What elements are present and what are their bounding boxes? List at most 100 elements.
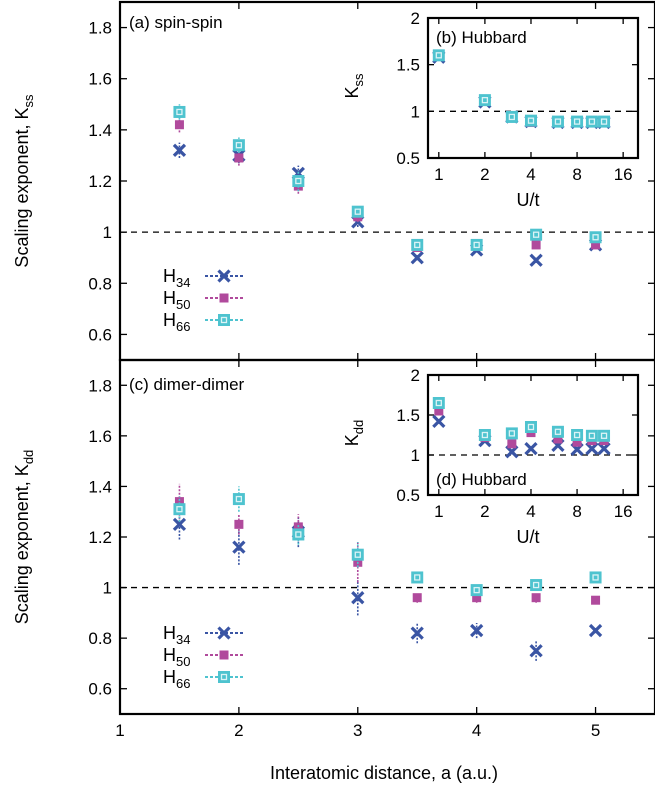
data-point-h34 — [529, 253, 543, 267]
y-tick-label: 1 — [103, 579, 112, 598]
y-axis-label: Scaling exponent, Kss — [12, 94, 36, 268]
data-point-h34 — [529, 644, 543, 658]
x-tick-label: 16 — [614, 502, 633, 521]
x-tick-label: 1 — [115, 721, 124, 740]
data-point-h34 — [172, 517, 187, 531]
y-tick-label: 1.4 — [88, 121, 112, 140]
data-point-h50 — [412, 593, 422, 603]
data-point-h66 — [432, 49, 445, 62]
data-point-h66 — [589, 571, 602, 584]
data-point-h66 — [470, 584, 483, 597]
data-point-h66 — [598, 115, 611, 128]
inset-d-hubbard: 0.5 1 1.5 2 1 2 4 8 16 Kdd U/t (d) Hubbard — [342, 366, 640, 547]
data-point-h34 — [470, 623, 484, 638]
data-point-h34 — [524, 441, 538, 456]
axes-frame — [426, 16, 640, 160]
data-point-h50 — [507, 439, 517, 449]
y-tick-label: 1.6 — [88, 70, 112, 89]
y-tick-label: 1.5 — [396, 406, 420, 425]
data-point-h34 — [351, 591, 365, 605]
data-point-h66 — [470, 238, 483, 251]
data-point-h50 — [531, 240, 541, 250]
y-tick-label: 1 — [103, 223, 112, 242]
y-tick-label: 0.5 — [396, 486, 420, 505]
y-axis-label: Kss — [342, 73, 366, 99]
data-point-h66 — [232, 139, 245, 152]
data-point-h34 — [588, 623, 603, 638]
data-point-h66 — [232, 493, 245, 506]
series-h66 — [432, 49, 611, 128]
data-point-h66 — [524, 114, 537, 127]
data-point-h66 — [589, 231, 602, 244]
data-point-h66 — [411, 238, 424, 251]
data-point-h34 — [432, 414, 446, 429]
x-axis-label: U/t — [516, 527, 539, 547]
data-point-h66 — [505, 110, 518, 123]
y-tick-label: 0.8 — [88, 629, 112, 648]
data-point-h66 — [524, 421, 537, 433]
data-point-h34 — [172, 143, 187, 157]
y-axis-label: Scaling exponent, Kdd — [12, 450, 36, 625]
data-point-h66 — [505, 427, 518, 440]
x-tick-label: 16 — [614, 165, 633, 184]
data-point-h50 — [219, 650, 229, 660]
x-axis-label: U/t — [516, 190, 539, 210]
y-tick-label: 0.5 — [396, 149, 420, 168]
legend-label-h34: H34 — [163, 266, 190, 290]
data-point-h50 — [591, 240, 601, 250]
panel-title: (c) dimer-dimer — [129, 375, 245, 394]
data-point-h50 — [219, 293, 229, 303]
data-point-h50 — [434, 406, 444, 416]
x-tick-label: 4 — [526, 502, 535, 521]
series-h66 — [432, 397, 611, 442]
data-point-h66 — [351, 205, 364, 218]
data-point-h34 — [410, 251, 424, 265]
data-point-h66 — [551, 425, 564, 438]
data-point-h66 — [585, 429, 598, 442]
data-point-h66 — [173, 503, 186, 516]
data-point-h50 — [174, 497, 184, 507]
data-point-h66 — [585, 115, 598, 128]
series-h66 — [173, 104, 602, 251]
data-point-h66 — [351, 548, 364, 561]
data-point-h66 — [292, 528, 305, 541]
data-point-h34 — [232, 540, 246, 554]
legend-label-h66: H66 — [163, 310, 190, 334]
x-tick-label: 3 — [353, 721, 362, 740]
data-point-h66 — [173, 105, 186, 118]
data-point-h50 — [553, 434, 563, 444]
legend-label-h50: H50 — [163, 645, 190, 669]
y-tick-label: 1.8 — [88, 376, 112, 395]
data-point-h50 — [174, 120, 184, 130]
y-tick-label: 1.4 — [88, 477, 112, 496]
panel-title: (a) spin-spin — [129, 13, 223, 32]
data-point-h50 — [531, 593, 541, 603]
panel-title: (d) Hubbard — [436, 470, 527, 489]
data-point-h66 — [598, 429, 611, 442]
y-tick-label: 1.8 — [88, 19, 112, 38]
y-tick-label: 1 — [411, 102, 420, 121]
x-tick-label: 4 — [472, 721, 481, 740]
data-point-h50 — [572, 437, 582, 447]
y-axis-label: Kdd — [342, 420, 366, 446]
x-tick-label: 4 — [526, 165, 535, 184]
x-tick-label: 5 — [591, 721, 600, 740]
panel-title: (b) Hubbard — [436, 28, 527, 47]
y-tick-label: 0.8 — [88, 274, 112, 293]
legend-label-h50: H50 — [163, 288, 190, 312]
series-h34 — [172, 509, 603, 661]
data-point-h66 — [478, 429, 491, 441]
x-tick-label: 8 — [572, 165, 581, 184]
inset-b-hubbard: 0.5 1 1.5 2 1 2 4 8 16 Kss U/t (b) Hubbard — [342, 9, 640, 210]
x-tick-label: 1 — [434, 165, 443, 184]
x-tick-label: 8 — [572, 502, 581, 521]
data-point-h50 — [472, 593, 482, 603]
data-point-h34 — [217, 626, 231, 640]
data-point-h66 — [292, 175, 305, 187]
data-point-h66 — [530, 228, 543, 241]
y-tick-label: 1.6 — [88, 427, 112, 446]
data-point-h66 — [218, 671, 230, 683]
data-point-h50 — [591, 595, 601, 605]
